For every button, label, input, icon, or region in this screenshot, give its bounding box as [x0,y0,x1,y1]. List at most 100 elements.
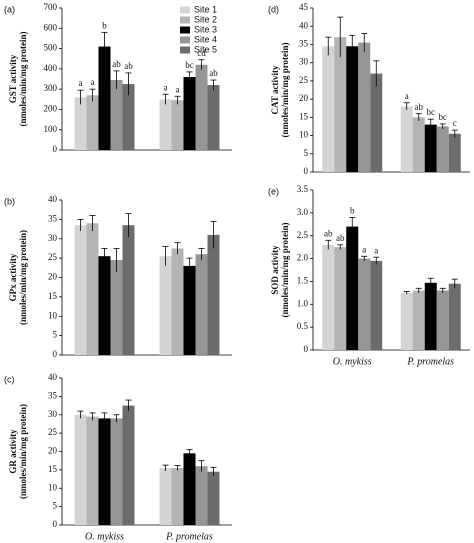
bar [86,223,99,355]
significance-letter: ab [336,233,345,243]
y-tick-label: 25 [48,427,58,437]
error-bar [113,414,120,423]
error-bar [186,71,193,83]
significance-letter: a [91,77,95,87]
error-bar [162,246,169,266]
bar [98,256,111,355]
legend-swatch [180,26,190,34]
bar [171,248,184,355]
y-tick-label: 100 [44,124,58,134]
significance-letter: bc [185,60,194,70]
bar [448,283,461,350]
error-bar [77,89,84,105]
y-tick-label: 25 [299,75,309,85]
bar [448,133,461,172]
y-tick-label: 0 [304,166,309,176]
error-bar [186,257,193,274]
bar [110,418,123,525]
significance-letter: a [374,245,378,255]
bar [74,97,87,150]
y-axis-label: (nmoles/min/mg protein) [18,230,28,325]
panel-label: (c) [4,374,15,384]
bar [400,106,413,172]
error-bar [174,242,181,255]
error-bar [101,412,108,424]
x-tick-label: P. promelas [165,531,213,542]
bar [110,80,123,150]
bar [370,260,383,350]
bar [159,468,172,525]
y-axis-label: GST activity [8,54,18,103]
error-bar [337,16,344,58]
bar [183,265,196,355]
bar [195,254,208,355]
bar [195,466,208,525]
error-bar [113,70,120,90]
error-bar [210,79,217,91]
error-bar [325,36,332,56]
bar [86,416,99,525]
error-bar [415,287,422,293]
bar [412,290,425,350]
y-tick-label: 25 [48,252,58,262]
significance-letter: ab [324,228,333,238]
y-axis-label: (nmoles/min/mg protein) [280,222,290,317]
x-tick-label: O. mykiss [85,531,124,542]
significance-letter: a [164,82,168,92]
significance-letter: a [405,91,409,101]
y-tick-label: 5 [53,501,58,511]
error-bar [451,129,458,138]
legend-label: Site 2 [194,14,217,24]
y-axis-label: (nmoles/min/mg protein) [18,404,28,499]
error-bar [403,291,410,295]
error-bar [89,412,96,421]
y-tick-label: 35 [48,213,58,223]
significance-letter: cd [197,48,206,58]
error-bar [403,102,410,111]
legend-label: Site 3 [194,24,217,34]
significance-letter: a [362,244,366,254]
y-tick-label: 1.0 [297,298,309,308]
bar [122,225,135,355]
bar [171,468,184,525]
bar [122,84,135,150]
y-tick-label: 0 [304,344,309,354]
y-tick-label: 15 [48,464,58,474]
legend-label: Site 1 [194,4,217,14]
y-tick-label: 40 [48,372,58,382]
legend-label: Site 4 [194,34,217,44]
error-bar [337,244,344,250]
y-axis-label: GPx activity [8,253,18,301]
y-axis-label: (nmoles/min/mg protein) [280,42,290,137]
panel-label: (b) [4,196,15,206]
y-tick-label: 40 [299,20,309,30]
bar [159,99,172,150]
error-bar [210,466,217,477]
error-bar [415,113,422,121]
error-bar [89,215,96,231]
panel-label: (d) [268,4,279,14]
bar [400,292,413,350]
legend-swatch [180,16,190,24]
y-tick-label: 300 [44,83,58,93]
bar [98,418,111,525]
bar [207,234,220,355]
y-tick-label: 15 [299,111,309,121]
y-axis-label: (nmoles/min/mg protein) [18,31,28,126]
error-bar [427,277,434,288]
bar [110,260,123,355]
legend-swatch [180,6,190,14]
error-bar [162,93,169,105]
error-bar [89,88,96,102]
panel-label: (e) [268,186,279,196]
bar [322,46,335,173]
bar [412,117,425,172]
y-tick-label: 0 [53,349,58,359]
bar [74,225,87,355]
y-tick-label: 10 [48,482,58,492]
y-tick-label: 0 [53,144,58,154]
legend-swatch [180,46,190,54]
error-bar [125,399,132,412]
error-bar [427,118,434,131]
